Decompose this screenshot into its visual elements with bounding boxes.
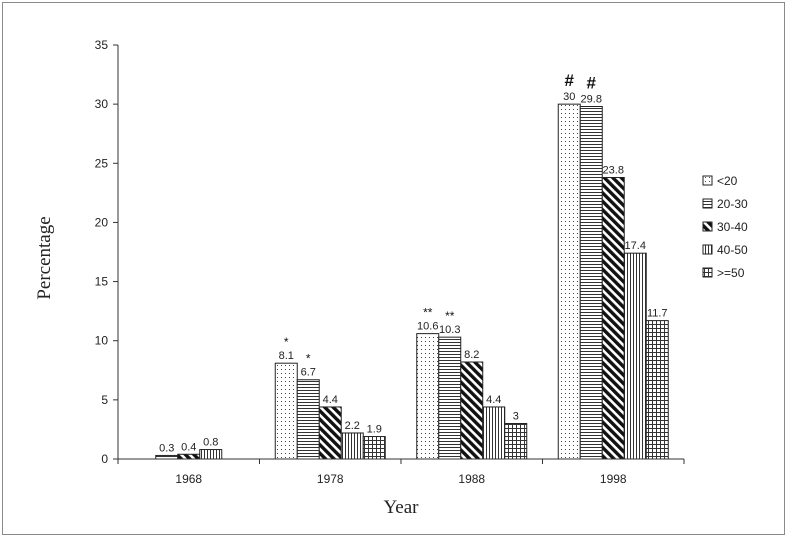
bar-1998-40-50 <box>623 252 647 460</box>
bar-1998-ge50 <box>645 320 669 460</box>
bar-1978-30-40 <box>318 406 342 460</box>
bar-1978-40-50 <box>340 432 364 460</box>
significance-mark-1998-lt20: # <box>565 71 575 90</box>
x-ticks-group: 1968 1978 1988 1998 <box>117 459 685 486</box>
legend-label-20-30: 20-30 <box>717 197 748 211</box>
data-label-1978-40-50: 2.2 <box>345 420 360 432</box>
bar-1968-30-40 <box>177 453 201 460</box>
data-label-1998-30-40: 23.8 <box>603 164 624 176</box>
data-labels-group: 0.3 0.4 0.8 8.1 6.7 4.4 2.2 1.9 10.6 10.3 8.2 4.4 3 3… <box>159 91 667 454</box>
data-label-1998-ge50: 11.7 <box>647 308 668 320</box>
data-label-1968-40-50: 0.8 <box>203 437 218 449</box>
y-tick-label: 30 <box>95 97 109 111</box>
x-tick-label: 1968 <box>175 472 202 486</box>
y-tick-label: 25 <box>95 156 109 170</box>
legend-swatch-lt20 <box>702 175 713 186</box>
y-tick-label: 0 <box>101 452 108 466</box>
data-label-1998-40-50: 17.4 <box>625 240 646 252</box>
bar-1988-20-30 <box>438 336 462 460</box>
significance-mark-1978-lt20: * <box>284 335 289 349</box>
legend-swatch-20-30 <box>702 198 713 209</box>
data-label-1988-lt20: 10.6 <box>417 321 438 333</box>
bar-1978-20-30 <box>296 379 320 460</box>
significance-mark-1978-20-30: * <box>306 352 311 366</box>
legend-label-ge50: >=50 <box>717 266 745 280</box>
significance-mark-1988-lt20: ** <box>423 306 433 320</box>
x-tick-label: 1998 <box>600 472 627 486</box>
data-label-1988-ge50: 3 <box>513 411 519 423</box>
bar-1988-ge50 <box>504 423 528 460</box>
data-label-1978-30-40: 4.4 <box>323 394 338 406</box>
y-tick-label: 20 <box>95 215 109 229</box>
bars-group <box>155 103 669 460</box>
bar-1978-ge50 <box>362 436 386 460</box>
y-tick-label: 5 <box>101 393 108 407</box>
y-ticks-group: 0 5 10 15 20 25 30 35 <box>95 38 118 466</box>
legend-label-lt20: <20 <box>717 174 738 188</box>
legend-swatch-40-50 <box>702 244 713 255</box>
data-label-1968-30-40: 0.4 <box>181 441 196 453</box>
y-tick-label: 35 <box>95 38 109 52</box>
y-axis-title: Percentage <box>34 216 55 299</box>
bar-1968-40-50 <box>199 449 223 460</box>
data-label-1988-20-30: 10.3 <box>439 324 460 336</box>
data-label-1968-20-30: 0.3 <box>159 442 174 454</box>
data-label-1988-30-40: 8.2 <box>464 349 479 361</box>
data-label-1978-ge50: 1.9 <box>367 424 382 436</box>
bar-1988-lt20 <box>416 333 440 460</box>
significance-marks-group: **** **# # <box>284 71 597 366</box>
data-label-1978-lt20: 8.1 <box>279 350 294 362</box>
bar-1988-30-40 <box>460 361 484 460</box>
legend-label-40-50: 40-50 <box>717 243 748 257</box>
y-tick-label: 10 <box>95 334 109 348</box>
significance-mark-1988-20-30: ** <box>445 309 455 323</box>
bar-1998-30-40 <box>601 176 625 460</box>
data-label-1998-20-30: 29.8 <box>581 94 602 106</box>
legend: <20 20-30 30-40 40-50 >=50 <box>702 174 748 280</box>
bar-1988-40-50 <box>482 406 506 460</box>
bar-1978-lt20 <box>274 362 298 460</box>
data-label-1978-20-30: 6.7 <box>301 367 316 379</box>
x-axis-title: Year <box>383 497 419 518</box>
data-label-1998-lt20: 30 <box>563 91 575 103</box>
x-tick-label: 1988 <box>458 472 485 486</box>
legend-swatch-ge50 <box>702 267 713 278</box>
legend-swatch-30-40 <box>702 221 713 232</box>
bar-1998-20-30 <box>579 106 603 460</box>
data-label-1988-40-50: 4.4 <box>486 394 501 406</box>
x-tick-label: 1978 <box>317 472 344 486</box>
y-tick-label: 15 <box>95 275 109 289</box>
legend-label-30-40: 30-40 <box>717 220 748 234</box>
bar-1998-lt20 <box>557 103 581 460</box>
significance-mark-1998-20-30: # <box>587 74 597 93</box>
bar-1968-20-30 <box>155 454 179 460</box>
